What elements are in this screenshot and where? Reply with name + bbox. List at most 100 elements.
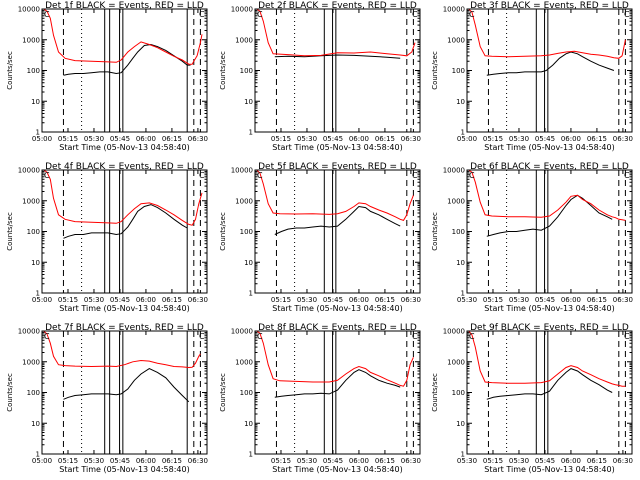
x-axis-label: Start Time (05-Nov-13 04:58:40): [272, 143, 402, 152]
x-tick-label: 06:30: [613, 457, 633, 465]
x-tick-label: 06:00: [561, 135, 581, 143]
series-line-lld: [468, 8, 626, 59]
y-axis-label: Counts/sec: [219, 212, 227, 251]
corner-marker-right: C: [624, 10, 630, 19]
chart-title: Det 1f BLACK = Events, RED = LLD: [45, 1, 204, 11]
y-axis-label: Counts/sec: [431, 212, 439, 251]
y-tick-label: 1000: [22, 358, 40, 366]
y-tick-label: 10000: [231, 6, 253, 14]
corner-marker-right: C: [624, 171, 630, 180]
series-line-events: [274, 54, 401, 59]
y-tick-label: 1: [249, 290, 253, 298]
x-tick-label: 05:15: [58, 457, 78, 465]
corner-marker-left: C: [469, 171, 475, 180]
x-tick-label: 06:00: [349, 135, 369, 143]
plot-frame: [466, 8, 633, 133]
plot-frame: [254, 169, 421, 294]
series-line-lld: [256, 169, 414, 222]
series-line-lld: [256, 8, 416, 57]
x-tick-label: 05:00: [32, 296, 52, 304]
y-axis-label: Counts/sec: [6, 212, 14, 251]
x-axis-label: Start Time (05-Nov-13 04:58:40): [484, 304, 614, 313]
chart-title: Det 4f BLACK = Events, RED = LLD: [45, 162, 204, 172]
x-tick-label: 05:30: [457, 296, 477, 304]
x-tick-label: 05:30: [509, 296, 529, 304]
x-tick-label: 05:45: [323, 457, 343, 465]
corner-marker-left: C: [44, 10, 50, 19]
y-tick-label: 1000: [447, 358, 465, 366]
x-tick-label: 05:30: [509, 135, 529, 143]
y-tick-label: 1000: [235, 36, 253, 44]
x-tick-label: 06:00: [561, 457, 581, 465]
series-line-lld: [256, 330, 414, 387]
y-tick-label: 1: [249, 451, 253, 459]
y-tick-label: 10000: [231, 328, 253, 336]
x-tick-label: 06:15: [162, 457, 182, 465]
y-tick-label: 1: [36, 290, 40, 298]
x-tick-label: 06:15: [587, 457, 607, 465]
x-tick-label: 06:15: [375, 296, 395, 304]
x-tick-label: 06:30: [188, 457, 208, 465]
corner-marker-left: C: [469, 10, 475, 19]
chart-panel-1: Det 1f BLACK = Events, RED = LLD 1 10 100 10…: [6, 1, 208, 152]
y-tick-label: 100: [240, 389, 253, 397]
series-line-lld: [43, 169, 203, 226]
y-tick-label: 10: [456, 98, 465, 106]
chart-panel-8: Det 8f BLACK = Events, RED = LLD 1 10 100 10…: [219, 323, 421, 474]
y-tick-label: 10: [31, 420, 40, 428]
y-tick-label: 10: [31, 259, 40, 267]
y-axis-label: Counts/sec: [6, 51, 14, 90]
x-tick-label: 06:00: [349, 296, 369, 304]
series-line-events: [63, 368, 190, 403]
corner-marker-right: C: [412, 332, 418, 341]
x-tick-label: 06:00: [136, 135, 156, 143]
x-tick-label: 06:30: [613, 135, 633, 143]
corner-marker-left: C: [44, 171, 50, 180]
x-axis-label: Start Time (05-Nov-13 04:58:40): [272, 465, 402, 474]
chart-panel-4: Det 4f BLACK = Events, RED = LLD 1 10 100 10…: [6, 162, 208, 313]
series-line-events: [486, 51, 615, 76]
x-tick-label: 05:15: [483, 135, 503, 143]
chart-title: Det 5f BLACK = Events, RED = LLD: [258, 162, 417, 172]
y-tick-label: 100: [452, 389, 465, 397]
y-tick-label: 10000: [18, 328, 40, 336]
y-tick-label: 1: [461, 290, 465, 298]
x-tick-label: 05:30: [509, 457, 529, 465]
y-tick-label: 100: [452, 67, 465, 75]
y-tick-label: 10: [456, 420, 465, 428]
plot-frame: [41, 8, 208, 133]
y-tick-label: 100: [27, 389, 40, 397]
x-tick-label: 06:15: [587, 296, 607, 304]
y-tick-label: 1: [36, 129, 40, 137]
x-tick-label: 05:30: [84, 135, 104, 143]
y-tick-label: 1: [461, 129, 465, 137]
x-tick-label: 05:15: [58, 135, 78, 143]
corner-marker-right: C: [199, 332, 205, 341]
y-tick-label: 10000: [443, 167, 465, 175]
y-tick-label: 1000: [235, 197, 253, 205]
corner-marker-left: C: [257, 332, 263, 341]
y-axis-label: Counts/sec: [431, 51, 439, 90]
x-tick-label: 06:00: [561, 296, 581, 304]
chart-panel-2: Det 2f BLACK = Events, RED = LLD 1 10 100 10…: [219, 1, 421, 152]
x-tick-label: 05:45: [110, 457, 130, 465]
series-line-lld: [43, 8, 203, 65]
x-tick-label: 05:45: [535, 296, 555, 304]
y-tick-label: 1000: [235, 358, 253, 366]
x-tick-label: 06:00: [136, 296, 156, 304]
x-tick-label: 05:15: [483, 296, 503, 304]
y-tick-label: 10: [244, 98, 253, 106]
corner-marker-left: C: [257, 171, 263, 180]
x-tick-label: 05:45: [110, 135, 130, 143]
y-tick-label: 1000: [447, 36, 465, 44]
corner-marker-right: C: [412, 10, 418, 19]
x-tick-label: 06:30: [401, 135, 421, 143]
x-tick-label: 06:00: [136, 457, 156, 465]
x-tick-label: 05:15: [271, 296, 291, 304]
x-axis-label: Start Time (05-Nov-13 04:58:40): [59, 143, 189, 152]
plot-frame: [41, 330, 208, 455]
y-tick-label: 10000: [231, 167, 253, 175]
x-tick-label: 05:15: [483, 457, 503, 465]
series-line-events: [63, 43, 191, 76]
